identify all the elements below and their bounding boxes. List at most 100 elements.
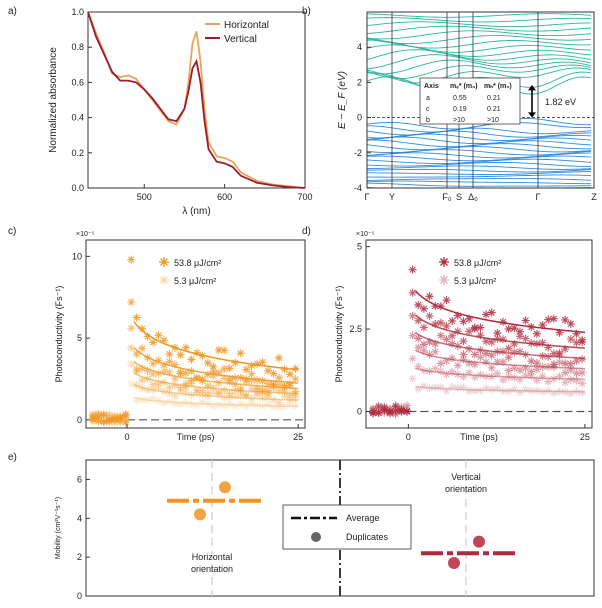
panel-c-data-star <box>121 411 130 420</box>
panel-d-data-star <box>402 401 411 410</box>
panel-b-conduction-band <box>367 49 592 61</box>
panel-c-data-star <box>214 388 223 397</box>
panel-c-data-star <box>154 356 163 365</box>
panel-b-conduction-band <box>367 64 592 79</box>
panel-d-data-star <box>482 310 491 319</box>
panel-c-data-star <box>269 395 278 404</box>
panel-c-data-star <box>253 401 262 410</box>
panel-b-kpoint-label: Γ <box>536 192 541 202</box>
panel-c-data-star <box>236 387 245 396</box>
panel-d-data-star <box>453 370 462 379</box>
panel-d-data-star <box>572 376 581 385</box>
panel-d-data-star <box>499 357 508 366</box>
panel-c-data-star <box>274 380 283 389</box>
panel-c-data-star <box>236 391 245 400</box>
panel-b-valence-band <box>367 171 592 175</box>
panel-c-data-star <box>253 359 262 368</box>
panel-d-data-star <box>436 331 445 340</box>
panel-d-data-star <box>572 369 581 378</box>
panel-d-data-star <box>493 357 502 366</box>
panel-c-data-star <box>99 417 108 426</box>
panel-d-data-star <box>538 362 547 371</box>
panel-d-data-star <box>436 367 445 376</box>
panel-e-ytick-label: 0 <box>77 591 82 601</box>
panel-d-legend-label: 53.8 μJ/cm² <box>454 258 501 268</box>
panel-d-data-star <box>442 370 451 379</box>
panel-c-data-star <box>143 332 152 341</box>
panel-c-data-star <box>220 393 229 402</box>
panel-d-data-star <box>470 386 479 395</box>
panel-c-data-star <box>214 368 223 377</box>
panel-d-data-star <box>380 407 389 416</box>
panel-d-data-star <box>549 349 558 358</box>
panel-d-data-star <box>566 335 575 344</box>
panel-c-ytick-label: 10 <box>72 251 82 261</box>
panel-d-data-star <box>532 376 541 385</box>
panel-d-ytick-label: 0 <box>357 407 362 417</box>
panel-c-data-star <box>105 415 114 424</box>
panel-d-data-star <box>538 338 547 347</box>
panel-c-data-star <box>225 364 234 373</box>
panel-c-data-star <box>280 387 289 396</box>
panel-d-data-star <box>555 372 564 381</box>
panel-d-data-star <box>482 349 491 358</box>
panel-d-data-star <box>380 409 389 418</box>
panel-c-data-star <box>170 360 179 369</box>
panel-c-data-star <box>138 364 147 373</box>
panel-d-data-star <box>414 316 423 325</box>
panel-b-table-cell: a <box>426 95 430 102</box>
panel-a-line-horizontal <box>87 11 306 189</box>
panel-c-data-star <box>121 412 130 421</box>
panel-b-axes <box>366 11 595 189</box>
panel-d-data-star <box>515 332 524 341</box>
panel-d-data-star <box>470 373 479 382</box>
panel-c-data-star <box>291 395 300 404</box>
panel-c-data-star <box>154 369 163 378</box>
panel-e-group-label: Vertical <box>451 472 481 482</box>
panel-c-data-star <box>203 388 212 397</box>
panel-d-data-star <box>408 374 417 383</box>
panel-d-data-star <box>470 350 479 359</box>
panel-d-fit-line <box>415 385 585 393</box>
panel-c-data-star <box>121 417 130 426</box>
panel-d-data-star <box>544 362 553 371</box>
panel-c-xtick-label: 25 <box>293 432 303 442</box>
panel-a-ytick-label: 0.8 <box>71 42 84 52</box>
panel-c-data-star <box>127 255 136 264</box>
panel-d-data-star <box>425 367 434 376</box>
panel-c-data-star <box>143 396 152 405</box>
panel-b-valence-band <box>367 130 592 139</box>
panel-d-data-star <box>431 320 440 329</box>
panel-c-data-star <box>214 345 223 354</box>
panel-d-xtick-label: 25 <box>580 432 590 442</box>
panel-c-data-star <box>149 380 158 389</box>
panel-d-legend-marker <box>439 257 449 267</box>
panel-c-data-star <box>247 399 256 408</box>
panel-d-data-star <box>499 335 508 344</box>
panel-d-data-star <box>436 383 445 392</box>
panel-a-ytick-label: 0.4 <box>71 113 84 123</box>
panel-c-data-star <box>132 313 141 322</box>
panel-c-data-star <box>176 367 185 376</box>
panel-c-data-star <box>149 359 158 368</box>
panel-d-data-star <box>515 347 524 356</box>
panel-d-data-star <box>544 343 553 352</box>
panel-b-valence-band <box>367 178 592 181</box>
panel-c-data-star <box>247 369 256 378</box>
panel-c-data-star <box>94 410 103 419</box>
panel-d-data-star <box>527 367 536 376</box>
panel-d-data-star <box>369 408 378 417</box>
panel-b-valence-band <box>367 182 592 187</box>
panel-c-data-star <box>143 353 152 362</box>
panel-c-data-star <box>291 374 300 383</box>
panel-d-data-star <box>482 337 491 346</box>
panel-c-data-star <box>242 391 251 400</box>
panel-e-group-label: orientation <box>191 564 233 574</box>
panel-d-data-star <box>527 339 536 348</box>
panel-d-data-star <box>561 345 570 354</box>
panel-c-data-star <box>170 391 179 400</box>
panel-d-data-star <box>572 329 581 338</box>
panel-e-legend-duplicates-swatch <box>311 532 321 542</box>
panel-c-xtick-label: 0 <box>125 432 130 442</box>
panel-b-ytick-label: 4 <box>357 42 362 52</box>
